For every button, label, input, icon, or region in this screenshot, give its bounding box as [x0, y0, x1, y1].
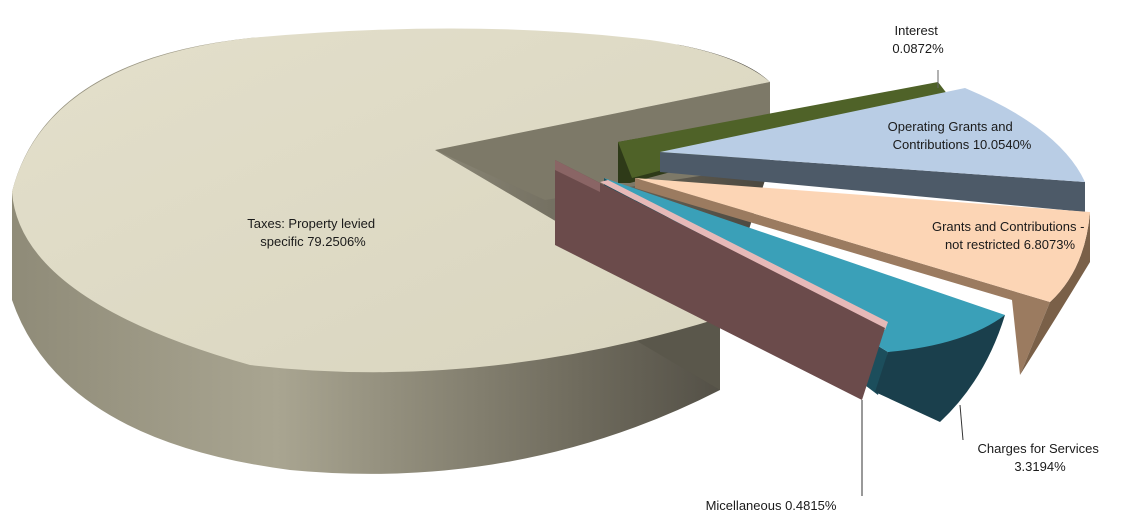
- label-operating: Operating Grants and Contributions 10.05…: [888, 119, 1032, 152]
- label-interest-line2: 0.0872%: [892, 41, 944, 56]
- label-interest-line1: Interest: [895, 23, 939, 38]
- slice-misc: [555, 160, 888, 400]
- label-grants-line1: Grants and Contributions -: [932, 219, 1084, 234]
- slice-misc-front: [555, 160, 600, 192]
- slice-taxes: [12, 28, 770, 474]
- label-interest: Interest 0.0872%: [892, 23, 944, 56]
- slice-misc-side: [555, 160, 885, 400]
- label-taxes-line2: specific 79.2506%: [260, 234, 366, 249]
- slice-operating-top: [660, 88, 1085, 182]
- label-charges: Charges for Services 3.3194%: [977, 441, 1102, 474]
- label-operating-line1: Operating Grants and: [888, 119, 1013, 134]
- slice-grants-outer: [1020, 212, 1090, 375]
- label-grants: Grants and Contributions - not restricte…: [932, 219, 1088, 252]
- label-misc: Micellaneous 0.4815%: [706, 498, 837, 513]
- slice-operating: [660, 88, 1085, 212]
- label-taxes: Taxes: Property levied specific 79.2506%: [247, 216, 379, 249]
- slice-charges-outer: [875, 315, 1005, 422]
- slice-taxes-top: [12, 28, 770, 373]
- slice-operating-side: [660, 152, 1085, 212]
- label-misc-line1: Micellaneous 0.4815%: [706, 498, 837, 513]
- label-operating-line2: Contributions 10.0540%: [893, 137, 1032, 152]
- slice-grants-top: [635, 178, 1090, 302]
- slice-charges-top: [604, 178, 1005, 352]
- label-charges-line1: Charges for Services: [977, 441, 1099, 456]
- leader-line-charges: [959, 404, 964, 441]
- label-taxes-line1: Taxes: Property levied: [247, 216, 375, 231]
- slice-grants-side: [635, 178, 1050, 375]
- label-grants-line2: not restricted 6.8073%: [945, 237, 1076, 252]
- label-charges-line2: 3.3194%: [1014, 459, 1066, 474]
- slice-misc-top: [600, 180, 888, 330]
- slice-grants: [635, 178, 1090, 375]
